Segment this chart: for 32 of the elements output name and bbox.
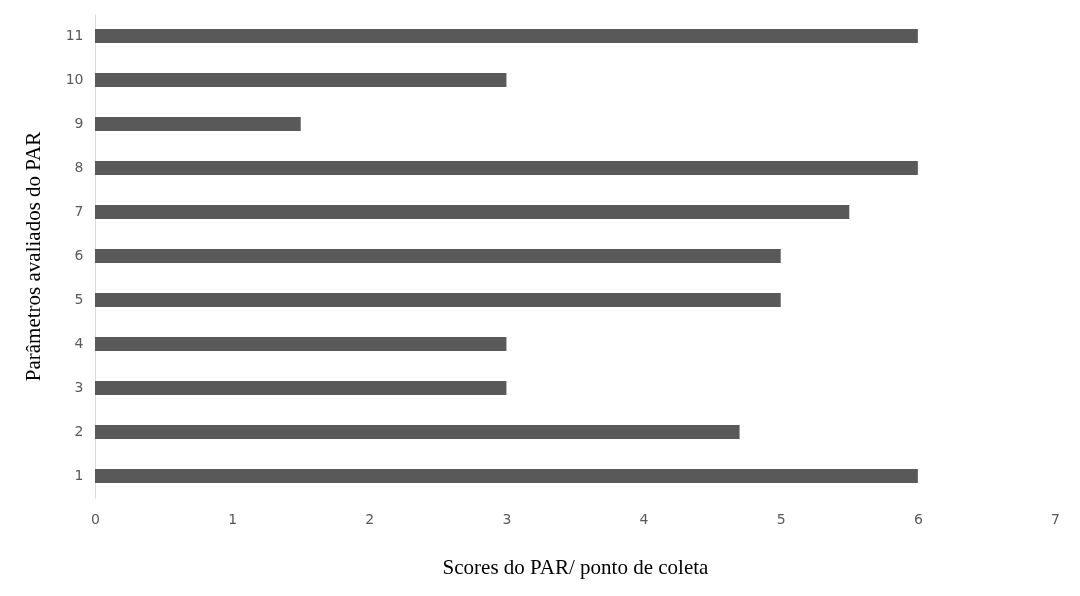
bar [95, 292, 781, 308]
y-tick-label: 8 [74, 159, 84, 175]
bar [95, 380, 507, 396]
x-tick-label: 6 [913, 510, 923, 527]
y-tick-label: 11 [65, 27, 84, 43]
bar [95, 160, 918, 176]
bar [95, 28, 918, 44]
bar [95, 424, 740, 440]
x-tick-label: 7 [1051, 510, 1060, 527]
y-tick-label: 2 [74, 423, 84, 439]
x-axis-title: Scores do PAR/ ponto de coleta [442, 554, 710, 579]
bar [95, 116, 301, 132]
x-tick-label: 0 [91, 510, 100, 527]
x-tick-label: 5 [776, 510, 786, 527]
bar [95, 336, 507, 352]
y-tick-label: 4 [74, 335, 84, 351]
y-tick-label: 5 [74, 291, 84, 307]
x-tick-label: 3 [502, 510, 512, 527]
y-axis-title: Parâmetros avaliados do PAR [20, 131, 45, 382]
y-tick-label: 10 [65, 71, 84, 87]
bar [95, 72, 507, 88]
x-tick-label: 4 [639, 510, 649, 527]
bar [95, 204, 850, 220]
y-tick-label: 9 [74, 115, 84, 131]
bar [95, 468, 918, 484]
bar [95, 248, 781, 264]
x-tick-label: 1 [228, 510, 238, 527]
y-tick-label: 7 [74, 203, 84, 219]
y-tick-label: 3 [74, 379, 84, 395]
y-tick-label: 1 [74, 467, 84, 483]
y-tick-label: 6 [74, 247, 84, 263]
x-tick-label: 2 [365, 510, 375, 527]
